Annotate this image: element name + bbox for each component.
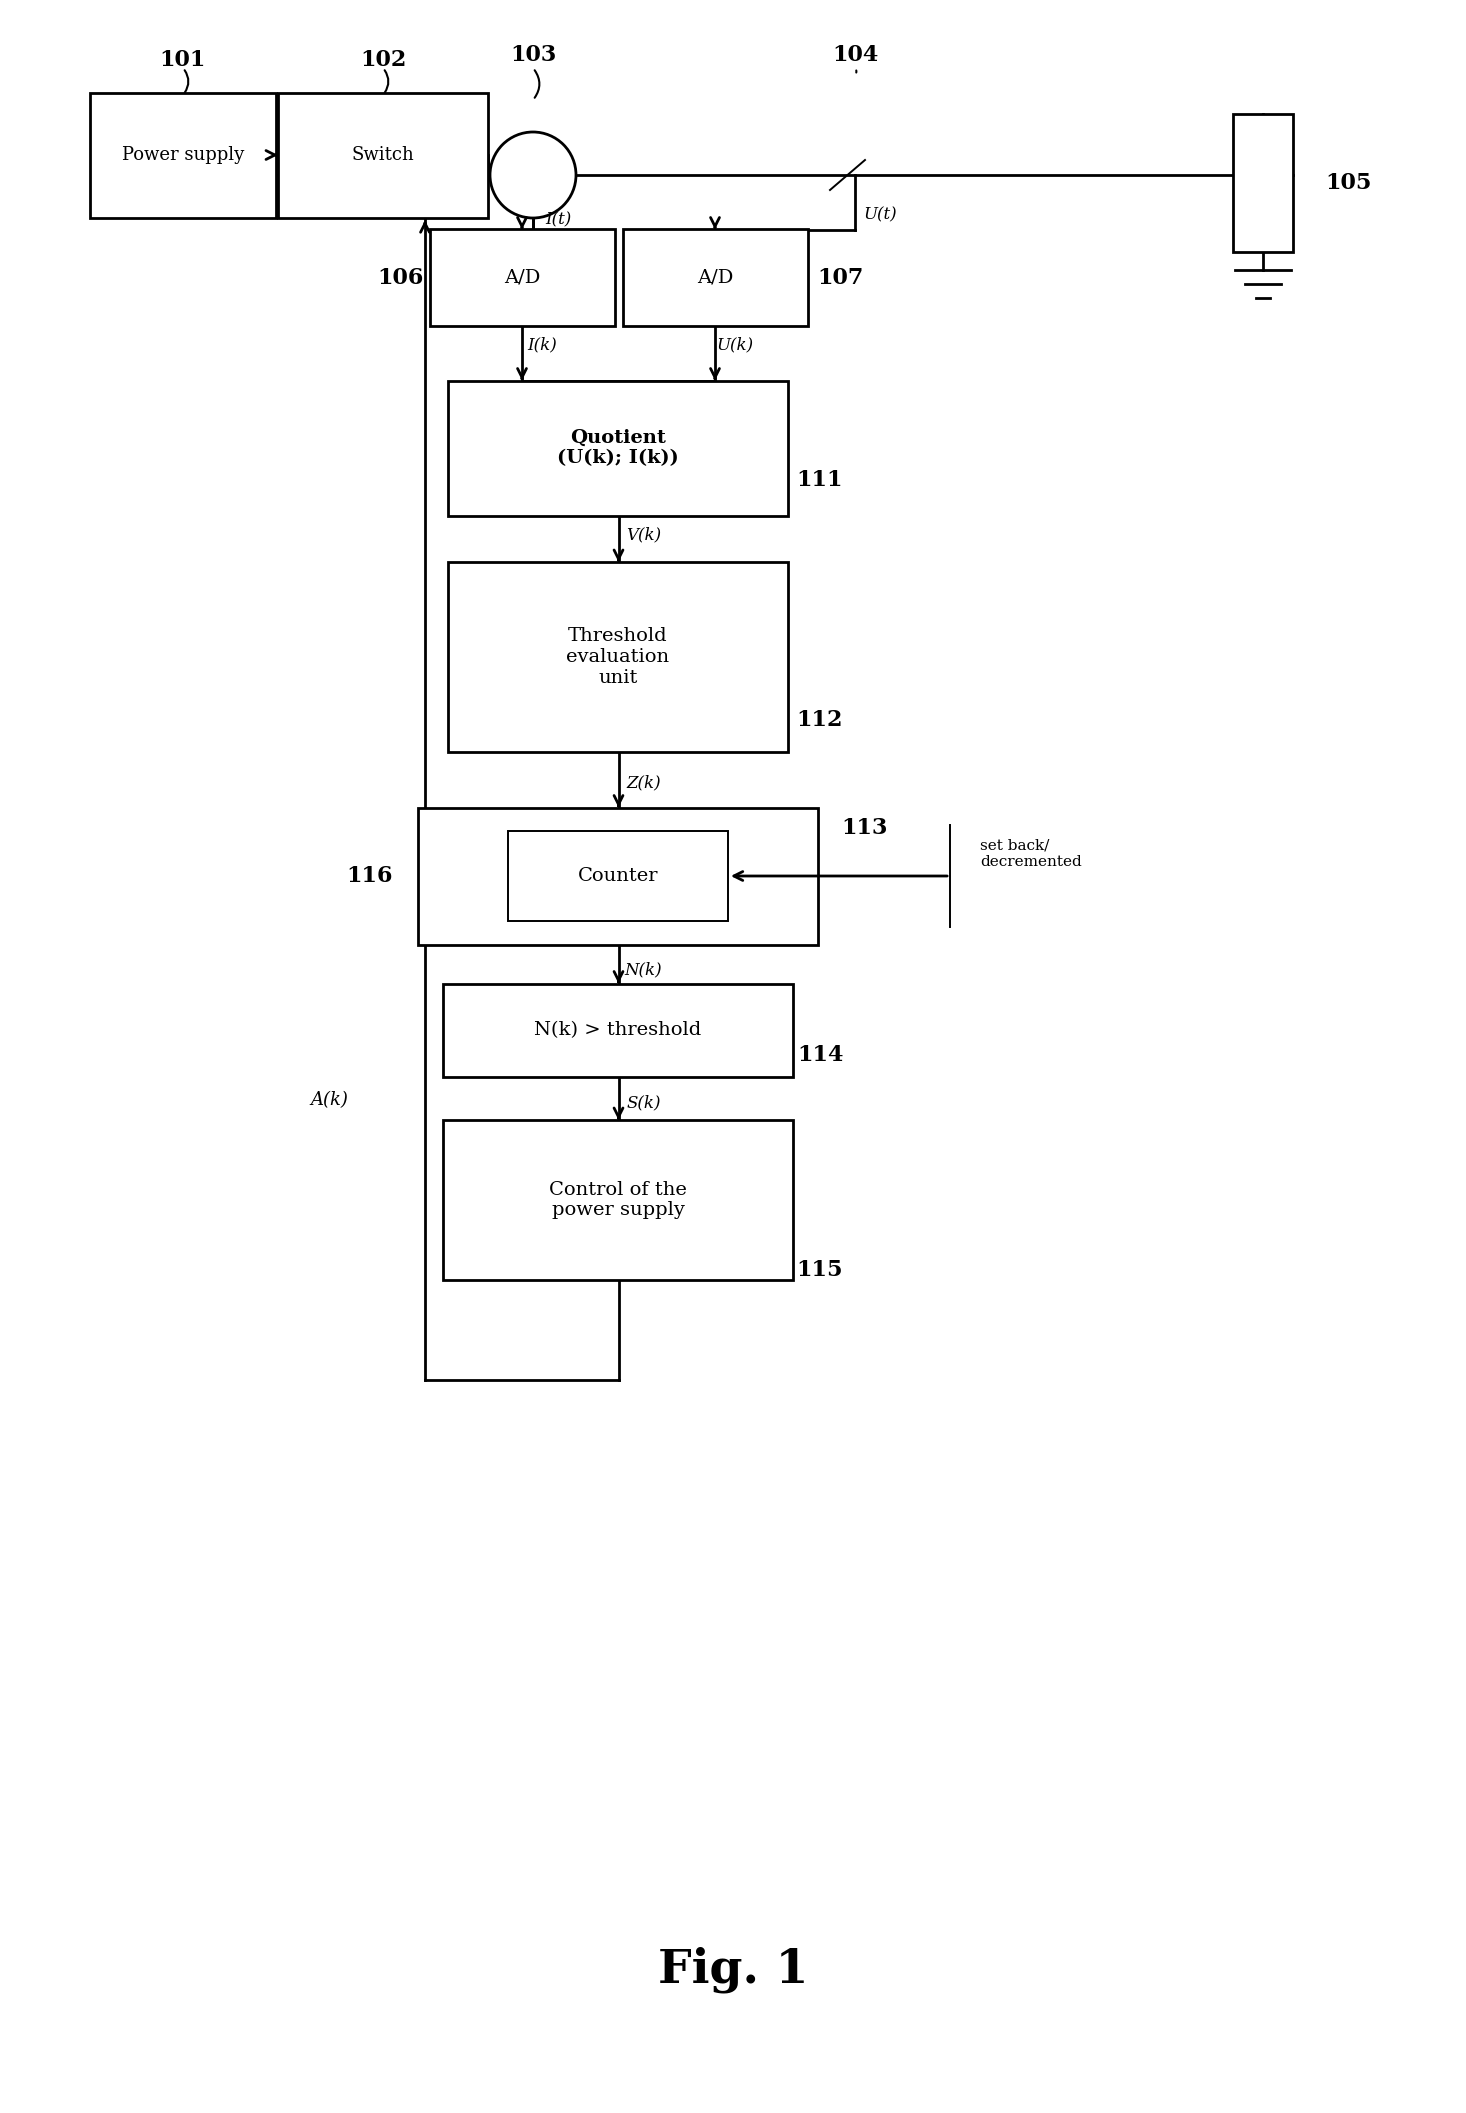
- Text: 112: 112: [796, 710, 843, 731]
- Text: I(k): I(k): [528, 336, 557, 353]
- Text: Counter: Counter: [578, 866, 658, 885]
- Text: Threshold
evaluation
unit: Threshold evaluation unit: [566, 628, 670, 687]
- Text: S(k): S(k): [626, 1095, 661, 1111]
- Text: 111: 111: [796, 469, 843, 490]
- Text: 105: 105: [1325, 171, 1371, 194]
- Bar: [443, 983, 793, 1076]
- Text: U(k): U(k): [717, 336, 754, 353]
- Text: U(t): U(t): [863, 207, 897, 224]
- Bar: [418, 807, 818, 945]
- Bar: [91, 93, 276, 218]
- Text: N(k): N(k): [625, 961, 663, 978]
- Bar: [449, 562, 789, 752]
- Bar: [430, 230, 614, 328]
- Bar: [623, 230, 808, 328]
- Bar: [1233, 114, 1293, 251]
- Text: N(k) > threshold: N(k) > threshold: [535, 1021, 702, 1040]
- Text: 103: 103: [510, 44, 556, 66]
- Circle shape: [490, 131, 576, 218]
- Text: V(k): V(k): [626, 526, 661, 543]
- Text: Control of the
power supply: Control of the power supply: [550, 1181, 688, 1219]
- Text: 106: 106: [377, 266, 424, 289]
- Bar: [449, 380, 789, 516]
- Text: 116: 116: [347, 864, 393, 887]
- Text: A/D: A/D: [504, 268, 539, 287]
- Text: Power supply: Power supply: [122, 146, 245, 165]
- Bar: [443, 1120, 793, 1280]
- Bar: [279, 93, 488, 218]
- Text: 102: 102: [359, 49, 406, 72]
- Text: A/D: A/D: [696, 268, 733, 287]
- Text: Z(k): Z(k): [626, 775, 661, 792]
- Text: Fig. 1: Fig. 1: [658, 1946, 808, 1993]
- Bar: [509, 830, 729, 921]
- Text: 115: 115: [796, 1259, 843, 1280]
- Text: Quotient
(U(k); I(k)): Quotient (U(k); I(k)): [557, 429, 679, 467]
- Text: 107: 107: [817, 266, 863, 289]
- Text: set back/
decremented: set back/ decremented: [979, 839, 1082, 868]
- Text: I(t): I(t): [545, 211, 572, 228]
- Text: 114: 114: [798, 1044, 843, 1065]
- Text: 113: 113: [841, 818, 888, 839]
- Text: 104: 104: [831, 44, 878, 66]
- Text: Switch: Switch: [352, 146, 415, 165]
- Text: 101: 101: [160, 49, 207, 72]
- Text: A(k): A(k): [309, 1090, 347, 1109]
